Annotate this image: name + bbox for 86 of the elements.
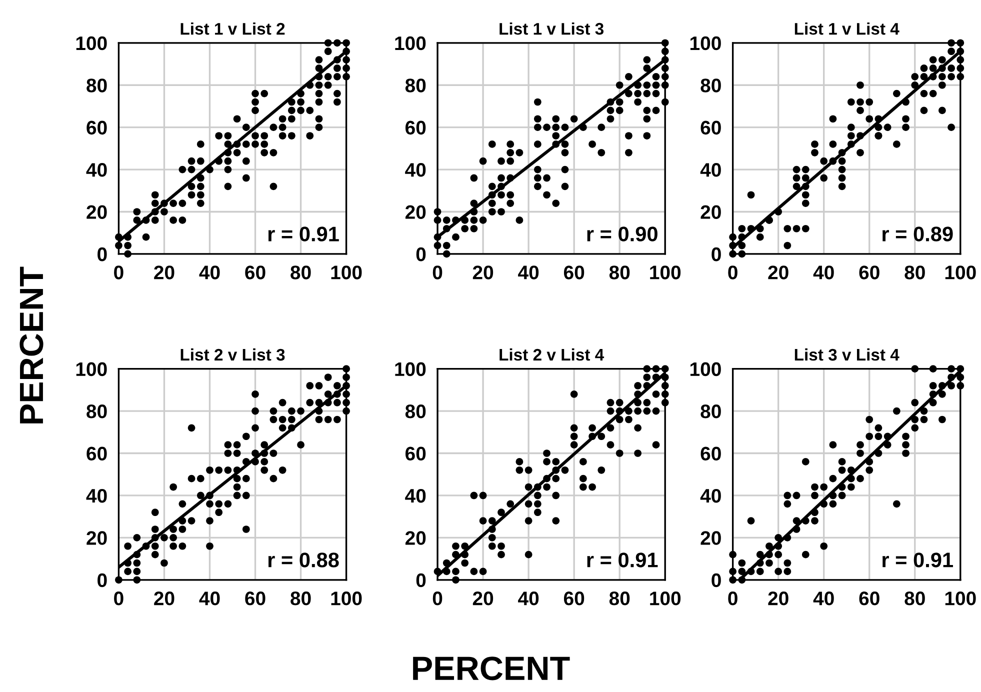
x-tick-label: 40 [813,592,834,606]
x-tick-label: 40 [518,266,539,280]
x-tick-label: 80 [609,266,630,280]
x-tick-label: 60 [564,592,584,606]
x-tick-label: 80 [290,266,311,280]
x-tick-label: 20 [472,266,494,280]
x-tick-label: 80 [290,592,311,606]
y-tick-label: 40 [86,488,107,503]
x-tick-label: 100 [945,266,976,280]
x-tick-label: 100 [331,592,362,606]
y-tick-label: 0 [712,247,721,262]
y-tick-label: 40 [700,163,721,177]
x-tick-label: 80 [904,592,925,606]
annotation: r = 0.90 [587,226,658,242]
y-tick-label: 60 [700,120,721,135]
y-tick-label: 80 [86,404,107,418]
chart-title: List 1 v List 2 [180,22,285,35]
x-tick-label: 20 [768,592,788,606]
x-tick-label: 20 [154,592,174,606]
y-tick-label: 0 [416,573,426,588]
y-tick-label: 0 [98,573,107,588]
y-axis-title: PERCENT [20,266,44,424]
y-tick-label: 40 [405,488,426,503]
x-tick-label: 100 [650,592,681,606]
y-tick-label: 0 [98,247,107,262]
y-tick-label: 60 [406,120,426,135]
x-tick-label: 40 [199,266,220,280]
y-tick-label: 100 [76,362,107,376]
annotation: r = 0.91 [587,552,658,568]
y-tick-label: 60 [86,446,107,460]
x-tick-label: 0 [728,592,738,606]
y-tick-label: 80 [405,404,426,418]
x-tick-label: 0 [432,266,442,280]
x-tick-label: 0 [114,266,124,280]
x-tick-label: 80 [904,266,925,280]
chart-title: List 1 v List 4 [794,22,900,35]
y-tick-label: 40 [405,163,426,177]
y-tick-label: 80 [86,78,107,92]
y-tick-label: 60 [86,120,107,135]
y-tick-label: 80 [700,78,721,92]
x-tick-label: 0 [114,592,124,606]
y-tick-label: 80 [405,78,426,92]
annotation: r = 0.88 [268,552,339,568]
x-tick-label: 100 [650,266,681,280]
y-tick-label: 100 [395,36,426,50]
chart-title: List 1 v List 3 [500,22,604,35]
y-tick-label: 100 [395,362,426,376]
annotation: r = 0.91 [268,226,339,242]
x-tick-label: 20 [472,592,494,606]
y-tick-label: 20 [700,205,721,219]
x-tick-label: 20 [768,266,788,280]
y-tick-label: 20 [86,531,107,545]
x-tick-label: 60 [564,266,584,280]
x-tick-label: 40 [813,266,834,280]
y-tick-label: 100 [690,362,721,376]
x-axis-title: PERCENT [413,656,570,680]
y-tick-label: 0 [712,573,721,588]
x-tick-label: 60 [245,266,266,280]
y-tick-label: 20 [405,531,426,545]
chart-title: List 3 v List 4 [794,348,900,361]
x-tick-label: 60 [859,266,880,280]
y-tick-label: 100 [76,36,107,50]
x-tick-label: 100 [331,266,362,280]
x-tick-label: 0 [432,592,442,606]
y-tick-label: 100 [690,36,721,50]
x-tick-label: 60 [859,592,880,606]
y-tick-label: 0 [416,247,426,262]
y-tick-label: 60 [700,446,721,460]
y-tick-label: 20 [700,531,721,545]
y-tick-label: 20 [405,205,426,219]
y-tick-label: 20 [86,205,107,219]
chart-title: List 2 v List 3 [180,348,285,361]
x-tick-label: 20 [154,266,174,280]
y-tick-label: 40 [86,163,107,177]
x-tick-label: 0 [728,266,738,280]
annotation: r = 0.91 [882,552,953,568]
x-tick-label: 40 [199,592,220,606]
y-tick-label: 60 [406,446,426,460]
chart-title: List 2 v List 4 [500,348,604,361]
y-tick-label: 80 [700,404,721,418]
y-tick-label: 40 [700,488,721,503]
x-tick-label: 80 [609,592,630,606]
x-tick-label: 40 [518,592,539,606]
x-tick-label: 60 [245,592,266,606]
x-tick-label: 100 [945,592,976,606]
annotation: r = 0.89 [882,226,953,242]
